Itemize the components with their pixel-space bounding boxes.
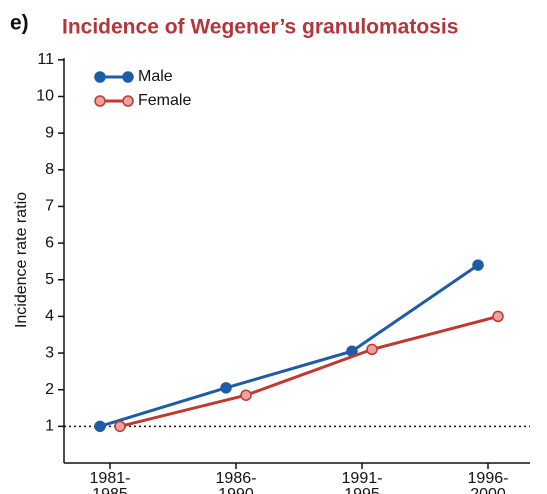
y-tick-label: 1 [45, 418, 54, 435]
legend-marker [94, 95, 106, 107]
point [366, 343, 378, 356]
legend-marker [94, 71, 106, 83]
point [240, 389, 252, 401]
y-tick-label: 3 [45, 344, 54, 361]
point [114, 420, 126, 433]
legend-marker [122, 71, 134, 83]
point [472, 259, 484, 271]
y-tick-label: 5 [45, 271, 54, 288]
series-line [99, 263, 479, 428]
y-tick-label: 2 [45, 381, 54, 398]
x-tick-label: 1986-1990 [216, 470, 257, 494]
point [492, 310, 504, 323]
y-tick-label: 11 [37, 51, 54, 68]
y-tick-label: 9 [45, 124, 54, 141]
y-tick-label: 8 [45, 161, 54, 178]
panel-label: e) [10, 12, 29, 35]
x-tick-label: 1981-1985 [90, 470, 131, 494]
y-axis-label: Incidence rate ratio [13, 192, 30, 328]
y-tick-label: 6 [45, 234, 54, 251]
point [94, 420, 106, 433]
x-tick-label: 1991-1995 [342, 470, 383, 494]
chart-title: Incidence of Wegener’s granulomatosis [62, 16, 458, 39]
legend-label: Male [138, 68, 173, 85]
legend-label: Female [138, 92, 191, 109]
x-tick-label: 1996-2000 [468, 470, 509, 494]
series-line [119, 314, 499, 428]
legend-marker [122, 95, 134, 107]
y-tick-label: 4 [45, 308, 54, 325]
y-tick-label: 10 [36, 88, 54, 105]
y-tick-label: 7 [45, 198, 54, 215]
point [220, 382, 232, 394]
